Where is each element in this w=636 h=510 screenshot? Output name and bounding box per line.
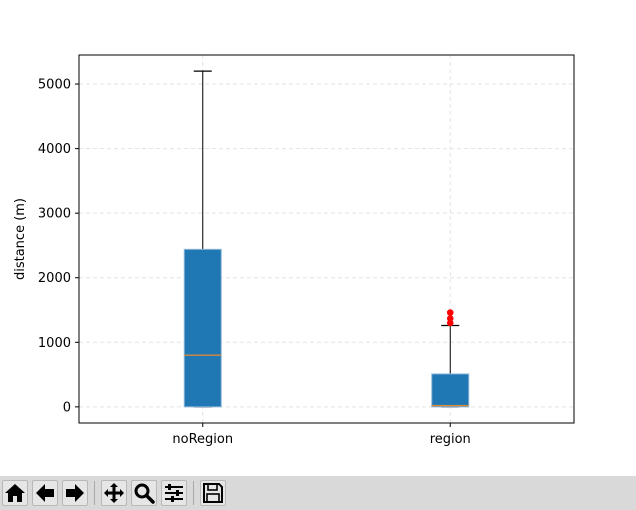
magnifier-icon <box>134 483 155 504</box>
x-tick-label: region <box>430 432 471 447</box>
y-tick-label: 0 <box>63 400 71 415</box>
home-button[interactable] <box>2 480 28 506</box>
toolbar-separator <box>94 481 95 505</box>
arrow-left-icon <box>36 484 54 502</box>
box-noRegion <box>183 248 222 408</box>
box-region <box>431 373 470 408</box>
outlier-point <box>446 315 454 322</box>
toolbar-separator <box>193 481 194 505</box>
chart-figure: 0 1000 2000 3000 4000 5000 noRegion region dista… <box>13 54 575 447</box>
arrow-right-icon <box>66 484 84 502</box>
sliders-icon <box>165 484 183 502</box>
pan-button[interactable] <box>101 480 127 506</box>
y-tick-label: 2000 <box>38 271 71 286</box>
home-icon <box>5 484 25 502</box>
y-tick-label: 3000 <box>38 207 71 222</box>
y-tick-label: 5000 <box>38 78 71 93</box>
y-axis-label: distance (m) <box>13 198 28 280</box>
x-tick-label: noRegion <box>172 432 233 447</box>
outlier-point <box>446 309 454 316</box>
configure-subplots-button[interactable] <box>161 480 187 506</box>
forward-button[interactable] <box>62 480 88 506</box>
navigation-toolbar <box>0 476 636 510</box>
floppy-icon <box>203 483 223 503</box>
y-tick-label: 4000 <box>38 142 71 157</box>
back-button[interactable] <box>32 480 58 506</box>
zoom-button[interactable] <box>131 480 157 506</box>
move-icon <box>104 483 124 503</box>
box-plot-chart: 0 1000 2000 3000 4000 5000 noRegion region dista… <box>13 54 575 447</box>
save-button[interactable] <box>200 480 226 506</box>
y-tick-label: 1000 <box>38 336 71 351</box>
axes-frame <box>78 54 575 424</box>
